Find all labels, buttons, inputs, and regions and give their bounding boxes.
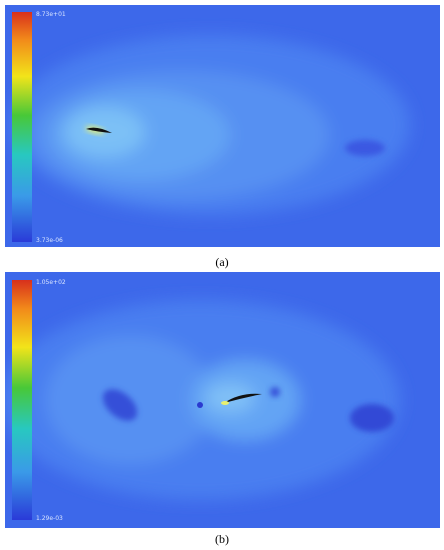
colorbar-max: 8.73e+01 xyxy=(36,11,66,18)
colorbar xyxy=(12,12,32,242)
colorbar-max: 1.05e+02 xyxy=(36,279,66,286)
panel-a xyxy=(5,5,440,247)
caption: (a) xyxy=(215,255,228,269)
colorbar-min: 3.73e-06 xyxy=(36,237,63,244)
panel-b xyxy=(5,272,440,528)
caption: (b) xyxy=(215,532,229,546)
colorbar-min: 1.29e-03 xyxy=(36,515,63,522)
colorbar xyxy=(12,280,32,520)
